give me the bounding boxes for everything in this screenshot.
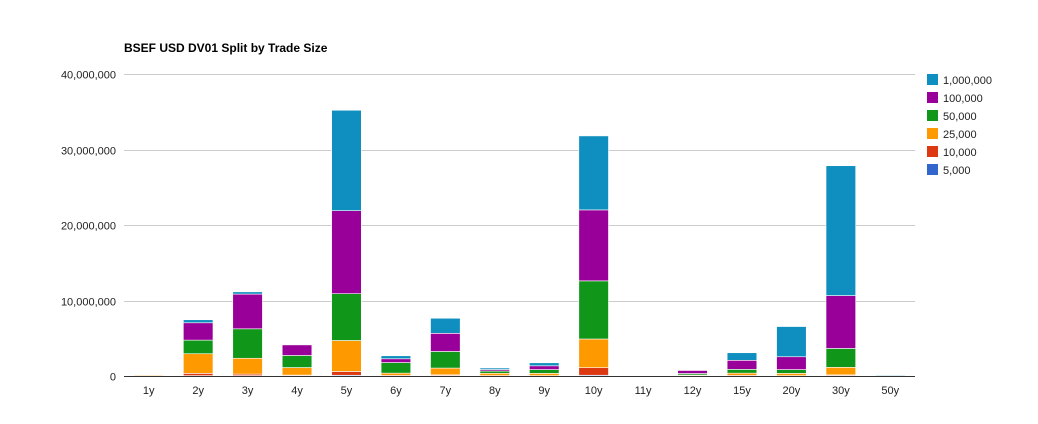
- bar-segment: [578, 135, 609, 211]
- legend-label: 50,000: [943, 111, 977, 123]
- y-tick-label: 0: [110, 372, 116, 384]
- bar-segment: [183, 319, 214, 324]
- y-tick-label: 40,000,000: [61, 70, 116, 82]
- x-tick-label: 3y: [242, 385, 254, 397]
- legend-swatch: [927, 110, 938, 121]
- bar-segment: [825, 348, 856, 368]
- x-tick-label: 7y: [440, 385, 452, 397]
- x-tick-label: 11y: [635, 385, 652, 397]
- legend-swatch: [927, 74, 938, 85]
- legend-label: 10,000: [943, 147, 977, 159]
- x-tick-label: 50y: [881, 385, 899, 397]
- bar-segment: [726, 369, 758, 374]
- chart-title: BSEF USD DV01 Split by Trade Size: [124, 41, 328, 55]
- bar-segment: [776, 326, 807, 358]
- gridlines: [124, 74, 915, 302]
- bar-segment: [430, 351, 461, 369]
- bar-segment: [281, 344, 313, 356]
- legend-label: 1,000,000: [943, 75, 992, 87]
- bar-segment: [380, 355, 412, 360]
- bar-segment: [133, 374, 164, 377]
- bar-segment: [578, 338, 609, 368]
- bar-segment: [380, 362, 412, 374]
- legend-label: 100,000: [943, 93, 983, 105]
- bar-segment: [430, 367, 461, 376]
- y-axis-ticks: 0 10,000,000 20,000,000 30,000,000 40,000,00…: [61, 70, 116, 384]
- bar-segment: [875, 374, 906, 377]
- legend-swatch: [927, 146, 938, 157]
- bar-segment: [380, 358, 412, 363]
- x-tick-label: 9y: [538, 385, 550, 397]
- bar-segment: [776, 373, 807, 376]
- bar-segment: [578, 209, 609, 282]
- bar-segment: [430, 317, 461, 334]
- x-tick-label: 30y: [832, 385, 850, 397]
- bar-segment: [776, 356, 807, 370]
- x-tick-label: 10y: [585, 385, 603, 397]
- bar-segment: [183, 353, 214, 374]
- bar-segment: [232, 357, 263, 375]
- x-tick-label: 1y: [143, 385, 155, 397]
- legend-label: 5,000: [943, 165, 971, 177]
- bar-segment: [281, 355, 313, 368]
- legend: 1,000,000 100,000 50,000 25,000 10,000 5,000: [927, 74, 992, 177]
- bars: [133, 109, 906, 378]
- x-axis-ticks: 1y 2y 3y 4y 5y 6y 7y 8y 9y 10y 11y 12y 15y 20y 30y 50y: [143, 385, 900, 397]
- bar-segment: [479, 367, 510, 370]
- y-tick-label: 10,000,000: [61, 297, 116, 309]
- y-tick-label: 30,000,000: [61, 146, 116, 158]
- bar-segment: [232, 293, 263, 330]
- x-tick-label: 8y: [489, 385, 501, 397]
- legend-label: 25,000: [943, 129, 977, 141]
- bar-segment: [183, 373, 214, 376]
- x-tick-label: 20y: [783, 385, 801, 397]
- bar-segment: [578, 280, 609, 340]
- bar-segment: [677, 370, 708, 374]
- legend-swatch: [927, 92, 938, 103]
- bar-segment: [183, 322, 214, 341]
- bar-segment: [183, 339, 214, 355]
- bar-segment: [825, 165, 856, 296]
- bar-segment: [825, 295, 856, 349]
- bar-segment: [479, 372, 510, 376]
- legend-swatch: [927, 128, 938, 139]
- legend-swatch: [927, 164, 938, 175]
- bar-segment: [331, 210, 362, 295]
- bar-segment: [232, 328, 263, 359]
- bar-segment: [726, 352, 758, 361]
- y-tick-label: 20,000,000: [61, 221, 116, 233]
- x-tick-label: 2y: [192, 385, 204, 397]
- x-tick-label: 15y: [733, 385, 751, 397]
- bar-segment: [331, 293, 362, 341]
- bar-segment: [479, 370, 510, 374]
- bar-segment: [331, 371, 362, 376]
- x-tick-label: 12y: [684, 385, 702, 397]
- bar-segment: [331, 109, 362, 211]
- x-tick-label: 5y: [341, 385, 353, 397]
- bar-segment: [578, 367, 609, 376]
- bar-segment: [331, 340, 362, 372]
- bar-segment: [281, 367, 313, 376]
- x-tick-label: 4y: [291, 385, 303, 397]
- bar-segment: [529, 365, 560, 370]
- bar-segment: [529, 369, 560, 374]
- bar-segment: [430, 333, 461, 352]
- bar-segment: [529, 373, 560, 376]
- bar-segment: [726, 372, 758, 376]
- bar-segment: [776, 369, 807, 374]
- bar-segment: [232, 291, 263, 295]
- bar-segment: [825, 367, 856, 376]
- bar-segment: [529, 362, 560, 367]
- x-tick-label: 6y: [390, 385, 402, 397]
- bar-segment: [726, 359, 758, 370]
- bar-segment: [380, 372, 412, 376]
